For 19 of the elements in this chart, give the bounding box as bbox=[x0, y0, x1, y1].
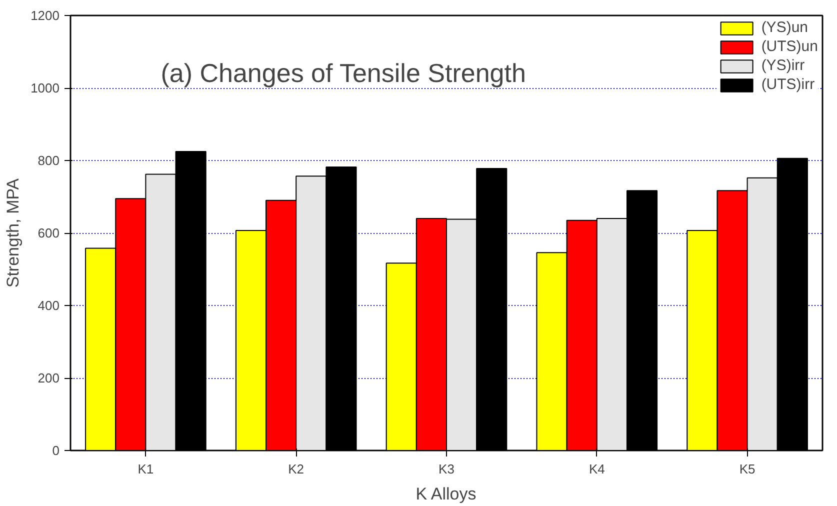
x-tick-label: K5 bbox=[739, 462, 756, 476]
legend-label: (YS)irr bbox=[761, 57, 805, 74]
y-tick-label: 200 bbox=[38, 370, 60, 386]
x-tick-label: K2 bbox=[288, 462, 304, 476]
y-tick-label: 1200 bbox=[30, 8, 60, 23]
x-tick-label: K1 bbox=[138, 462, 154, 476]
text: (a) Changes of Tensile Strength bbox=[160, 58, 526, 88]
y-tick-label: 600 bbox=[38, 226, 60, 240]
legend-label: (YS)un bbox=[761, 19, 808, 36]
x-axis-title: K Alloys bbox=[416, 484, 476, 504]
y-tick-label: 1000 bbox=[30, 80, 60, 96]
y-tick-label: 0 bbox=[52, 443, 60, 458]
x-tick-label: K4 bbox=[588, 462, 605, 476]
legend-label: (UTS)irr bbox=[761, 76, 815, 93]
y-axis-title: Strength, MPA bbox=[4, 178, 23, 288]
legend-label: (UTS)un bbox=[761, 38, 818, 55]
y-tick-label: 800 bbox=[38, 153, 60, 168]
y-tick-label: 400 bbox=[38, 298, 60, 313]
x-tick-label: K3 bbox=[438, 462, 454, 476]
